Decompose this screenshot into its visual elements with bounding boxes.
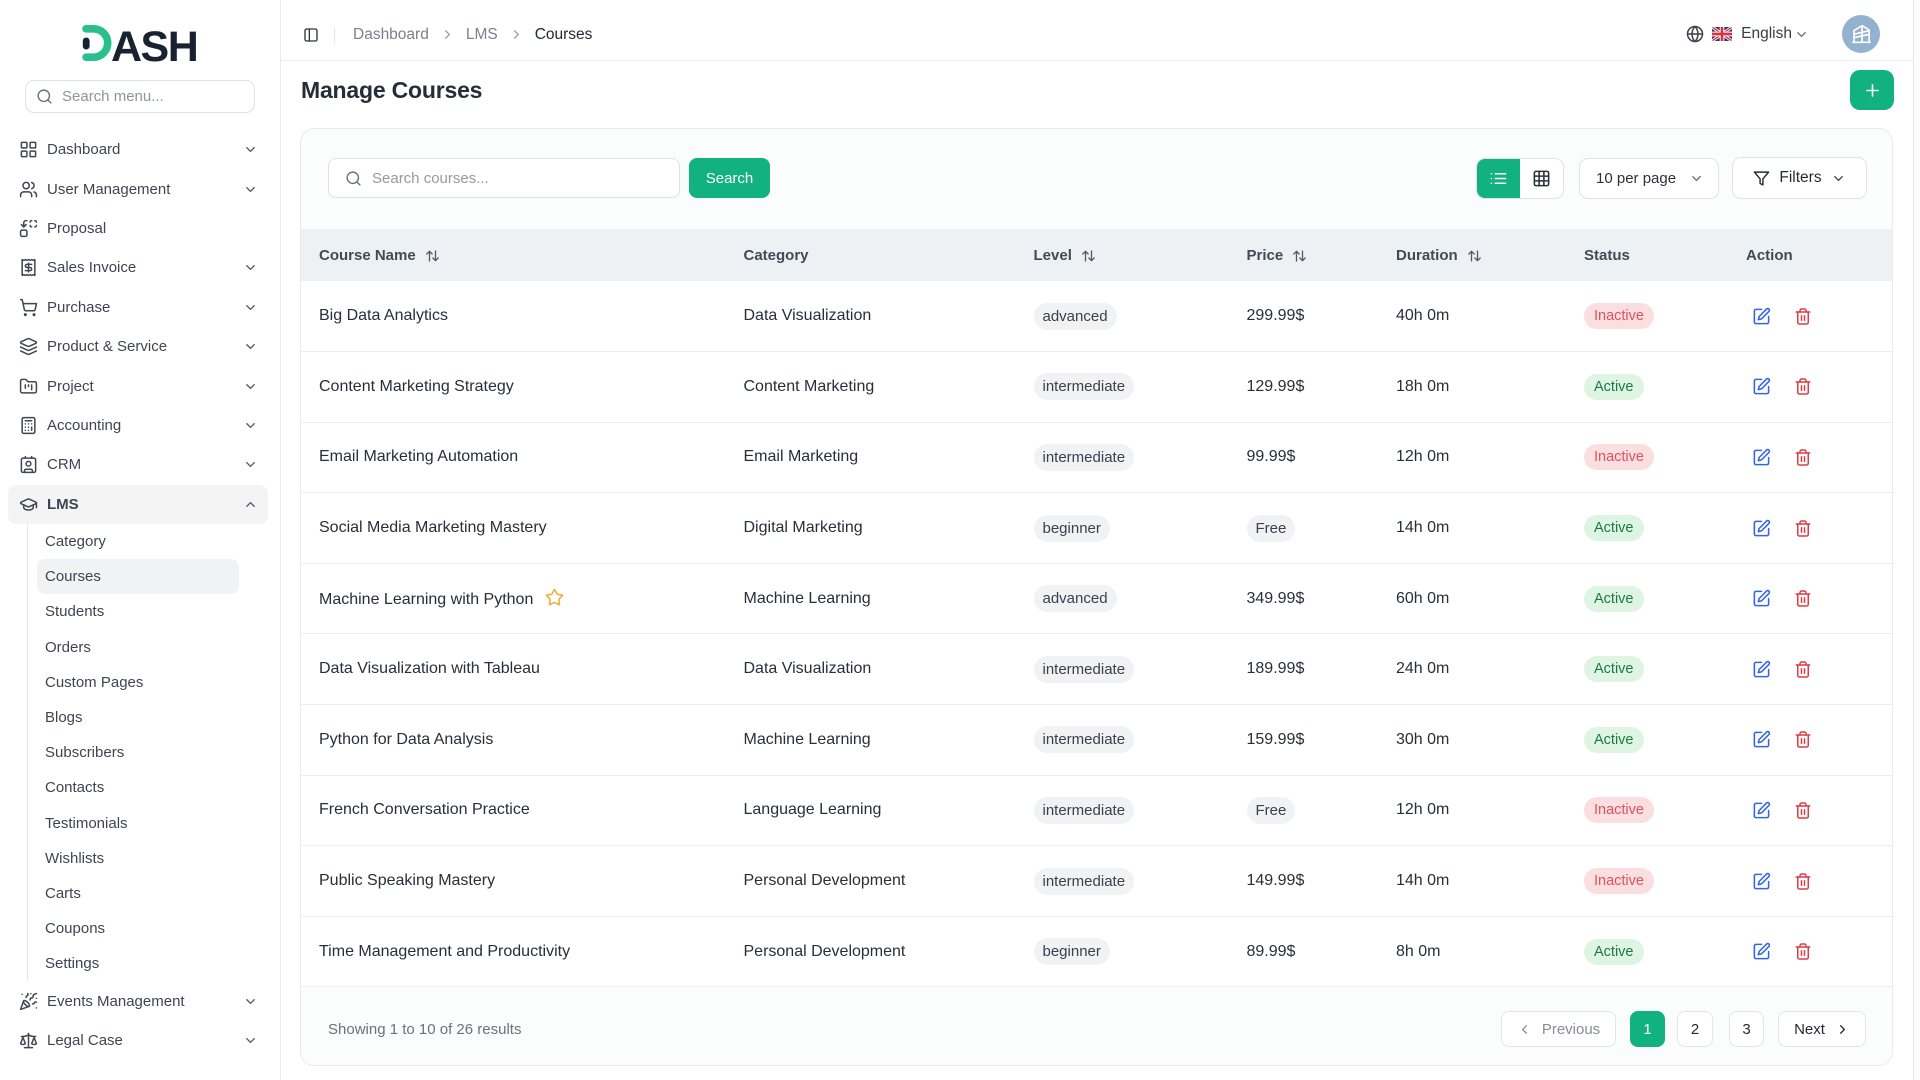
svg-text:ASH: ASH (111, 23, 197, 63)
